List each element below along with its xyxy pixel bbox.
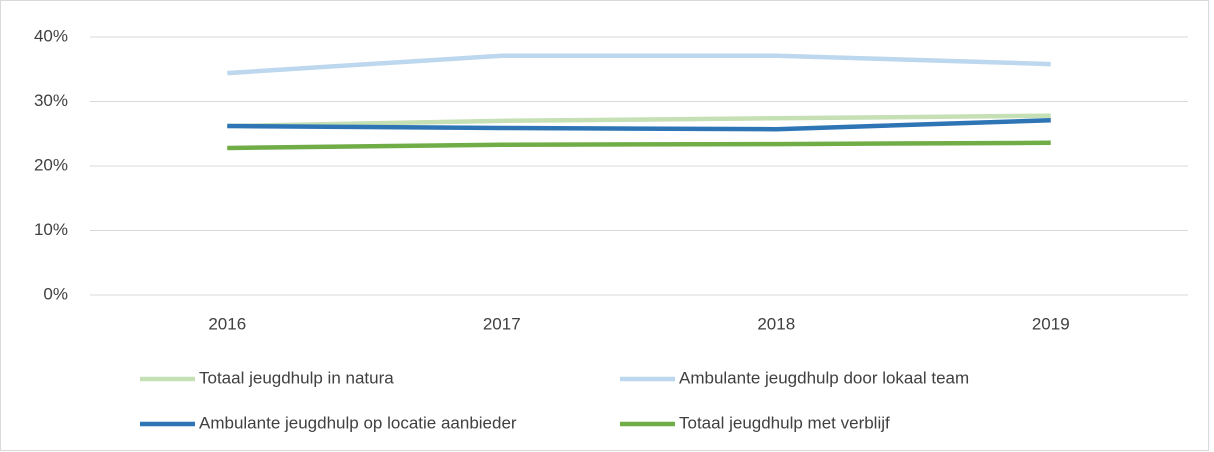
legend-label: Ambulante jeugdhulp door lokaal team bbox=[679, 368, 969, 387]
legend-label: Totaal jeugdhulp in natura bbox=[199, 368, 394, 387]
y-tick-label: 0% bbox=[43, 284, 68, 303]
series-line bbox=[227, 117, 1051, 132]
x-tick-label: 2017 bbox=[483, 314, 521, 333]
legend-label: Totaal jeugdhulp met verblijf bbox=[679, 413, 890, 432]
x-tick-label: 2018 bbox=[757, 314, 795, 333]
x-tick-label: 2019 bbox=[1032, 314, 1070, 333]
y-tick-label: 10% bbox=[34, 220, 68, 239]
series-line bbox=[227, 140, 1051, 151]
series-line bbox=[227, 53, 1051, 76]
legend-label: Ambulante jeugdhulp op locatie aanbieder bbox=[199, 413, 517, 432]
series-line bbox=[227, 113, 1051, 129]
x-tick-label: 2016 bbox=[208, 314, 246, 333]
y-tick-label: 40% bbox=[34, 26, 68, 45]
y-tick-label: 30% bbox=[34, 91, 68, 110]
y-tick-label: 20% bbox=[34, 155, 68, 174]
